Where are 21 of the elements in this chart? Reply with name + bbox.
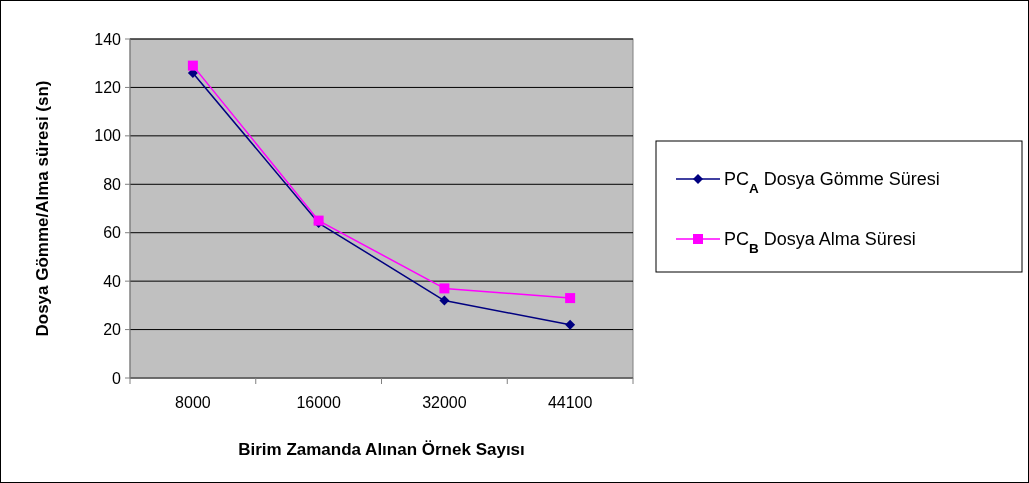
legend-label: PC$_{B}$ Dosya Alma Süresi [724,229,916,256]
point [565,293,576,304]
x-tick-label: 8000 [175,394,211,411]
y-tick-label: 60 [103,224,122,242]
point [565,319,576,330]
point [187,60,198,71]
point [439,283,450,294]
point [439,295,450,306]
y-tick-label: 40 [103,272,122,290]
y-tick-label: 120 [94,79,122,97]
x-tick-label: 32000 [422,394,467,411]
y-tick-label: 80 [103,175,122,193]
x-tick-label: 16000 [296,394,341,411]
y-axis-title: Dosya Gömme/Alma süresi (sn) [33,80,52,337]
x-tick-label: 44100 [547,394,593,411]
y-tick-label: 100 [94,127,122,145]
y-tick-label: 20 [103,321,122,339]
legend-label: PC$_{A}$ Dosya Gömme Süresi [724,169,940,196]
x-axis-title: Birim Zamanda Alınan Örnek Sayısı [238,440,525,459]
y-tick-label: 140 [94,30,122,48]
y-tick-label: 0 [112,369,122,387]
